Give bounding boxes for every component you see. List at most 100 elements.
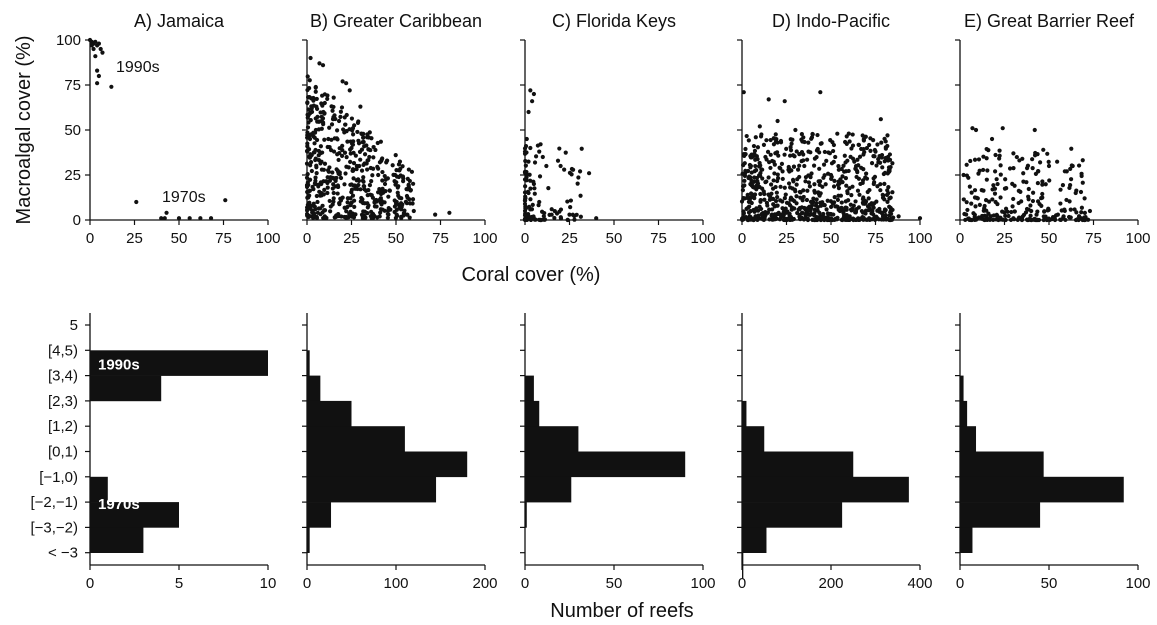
scatter-point [305, 100, 310, 105]
scatter-point [1050, 214, 1056, 220]
scatter-point [1079, 210, 1084, 215]
scatter-point [985, 168, 990, 173]
scatter-point [337, 201, 342, 207]
scatter-point [853, 199, 858, 204]
scatter-point [350, 142, 356, 147]
scatter-point [836, 167, 841, 172]
scatter-point [748, 191, 754, 196]
scatter-point [308, 118, 313, 123]
scatter-point [523, 217, 528, 223]
scatter-point [1019, 217, 1025, 223]
scatter-point [365, 132, 370, 137]
scatter-point [406, 182, 411, 187]
scatter-point [843, 175, 848, 181]
scatter-point [330, 170, 335, 175]
scatter-point [352, 198, 357, 203]
scatter-point [176, 216, 182, 221]
scatter-point [882, 181, 887, 186]
scatter-point [531, 91, 537, 97]
scatter-point [322, 92, 327, 97]
scatter-point [773, 198, 779, 204]
scatter-point [400, 164, 405, 169]
scatter-point [879, 140, 884, 145]
scatter-point [877, 206, 882, 212]
scatter-point [744, 133, 749, 139]
scatter-point [325, 190, 330, 196]
scatter-point [305, 180, 310, 185]
scatter-point [309, 168, 314, 174]
histogram-bar [307, 426, 405, 452]
scatter-point [305, 125, 311, 130]
scatter-point [878, 117, 883, 122]
scatter-point [808, 150, 813, 155]
scatter-point [528, 186, 533, 191]
scatter-point [1012, 209, 1017, 214]
scatter-point [981, 167, 986, 173]
scatter-point [976, 157, 982, 162]
scatter-point [854, 174, 859, 180]
scatter-point [973, 127, 979, 133]
scatter-point [830, 140, 835, 145]
scatter-point [325, 175, 330, 180]
scatter-point [360, 132, 365, 137]
scatter-point [794, 194, 799, 199]
scatter-point [317, 61, 322, 66]
scatter-point [842, 217, 848, 222]
scatter-point [825, 171, 831, 176]
scatter-point [371, 155, 376, 160]
histogram-bar [90, 476, 108, 503]
histogram-bar [960, 476, 1124, 503]
scatter-point [863, 211, 868, 216]
scatter-point [877, 153, 882, 159]
scatter-point [351, 176, 356, 181]
scatter-point [319, 114, 324, 119]
scatter-point [1058, 187, 1063, 192]
scatter-point [1068, 166, 1073, 172]
scatter-point [340, 147, 345, 153]
scatter-point [878, 188, 883, 193]
scatter-point [1055, 159, 1060, 164]
scatter-point [809, 212, 814, 217]
scatter-point [803, 175, 809, 180]
scatter-point [314, 193, 319, 199]
scatter-point [748, 175, 753, 180]
scatter-point [742, 153, 747, 159]
scatter-point [801, 135, 806, 140]
scatter-point [741, 196, 746, 201]
scatter-point [338, 109, 343, 114]
scatter-point [872, 147, 877, 153]
x-tick-label: 100 [255, 230, 280, 247]
scatter-point [528, 217, 534, 223]
scatter-point [352, 204, 357, 210]
scatter-point [779, 161, 785, 166]
x-tick-label: 100 [1125, 575, 1150, 592]
scatter-point [812, 182, 817, 187]
scatter-point [831, 184, 837, 189]
scatter-point [787, 169, 792, 174]
scatter-point [872, 154, 877, 159]
scatter-point [96, 41, 101, 46]
scatter-point [817, 166, 822, 171]
scatter-point [354, 178, 359, 183]
histogram-bar [307, 375, 321, 402]
scatter-point [770, 207, 775, 212]
scatter-point [316, 119, 322, 124]
scatter-point [538, 142, 543, 147]
scatter-title: B) Greater Caribbean [310, 11, 482, 31]
scatter-point [814, 201, 819, 206]
scatter-point [1030, 166, 1035, 171]
x-tick-label: 50 [171, 230, 188, 247]
scatter-point [864, 176, 870, 181]
scatter-point [844, 141, 849, 146]
scatter-point [836, 186, 842, 191]
scatter-point [824, 207, 829, 212]
scatter-point [343, 122, 348, 127]
scatter-point [522, 190, 528, 195]
scatter-point [859, 146, 864, 152]
scatter-point [319, 126, 324, 131]
x-tick-label: 0 [738, 575, 746, 592]
scatter-point [539, 217, 544, 223]
scatter-point [98, 46, 103, 52]
histogram-bar [525, 400, 540, 427]
scatter-point [887, 204, 892, 209]
